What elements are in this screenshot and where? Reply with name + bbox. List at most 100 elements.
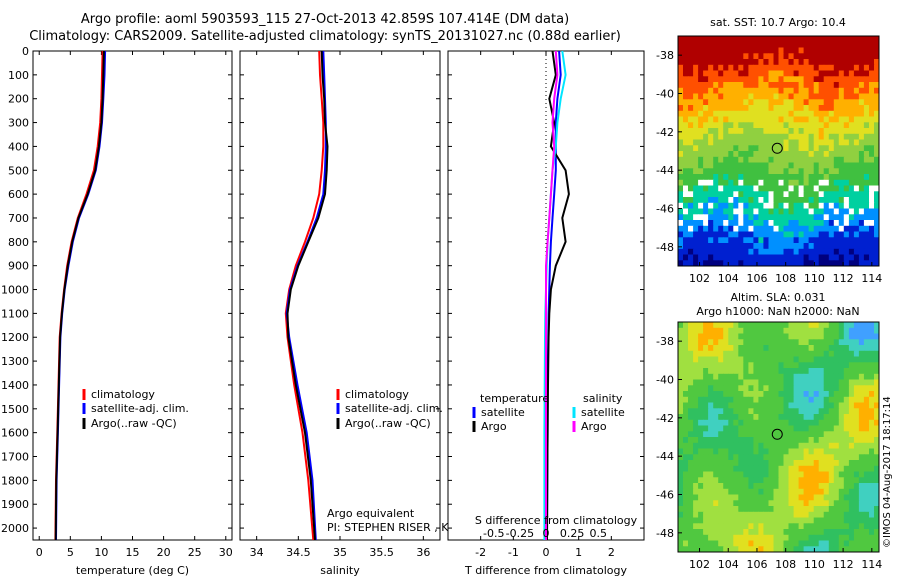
annotation-argo-equivalent: Argo equivalent bbox=[327, 507, 415, 520]
x-tick-label: 108 bbox=[775, 272, 796, 285]
y-tick-label: -42 bbox=[656, 126, 674, 139]
x-tick-label: 35 bbox=[333, 546, 347, 559]
x-tick-label: 5 bbox=[67, 546, 74, 559]
x-tick-label: -2 bbox=[475, 546, 486, 559]
credit-timestamp: ©IMOS 04-Aug-2017 18:17:14 bbox=[882, 396, 893, 548]
difference-chart: -2 -1 0 1 2 T difference from climatology -0.5… bbox=[447, 50, 645, 577]
x-tick-label: 110 bbox=[804, 272, 825, 285]
y-tick-label: -48 bbox=[656, 241, 674, 254]
y-tick-label: 100 bbox=[8, 69, 29, 82]
legend-label: Argo(..raw -QC) bbox=[345, 417, 431, 430]
y-tick-label: -38 bbox=[656, 335, 674, 348]
y-tick-label: 1900 bbox=[1, 498, 29, 511]
plot-frame bbox=[239, 50, 441, 541]
argo-location-marker bbox=[771, 142, 783, 154]
legend-label: satellite bbox=[481, 406, 525, 419]
x-tick-label: 108 bbox=[775, 558, 796, 571]
sst-map-axes: 102 104 106 108 110 112 114 -38 -40 -42 -44 -46 -48 bbox=[656, 35, 882, 285]
y-tick-label: 200 bbox=[8, 93, 29, 106]
y-tick-label: 1100 bbox=[1, 307, 29, 320]
sal-axis-label: S difference from climatology bbox=[475, 514, 638, 527]
y-tick-label: 1200 bbox=[1, 331, 29, 344]
y-tick-label: 0 bbox=[22, 45, 29, 58]
map-frame bbox=[677, 35, 880, 267]
sst-map-title: sat. SST: 10.7 Argo: 10.4 bbox=[710, 16, 846, 29]
y-tick-label: -44 bbox=[656, 164, 674, 177]
y-tick-label: 600 bbox=[8, 188, 29, 201]
x-tick-label: 110 bbox=[804, 558, 825, 571]
x-tick-label: 1 bbox=[575, 546, 582, 559]
y-tick-label: -44 bbox=[656, 450, 674, 463]
y-tick-label: 1400 bbox=[1, 379, 29, 392]
y-tick-label: -46 bbox=[656, 203, 674, 216]
x-tick-label: 104 bbox=[718, 558, 739, 571]
sst-field bbox=[678, 36, 879, 266]
map-frame bbox=[677, 321, 880, 553]
legend-label: Argo(..raw -QC) bbox=[91, 417, 177, 430]
y-tick-label: 1800 bbox=[1, 474, 29, 487]
x-tick-label: 0 bbox=[36, 546, 43, 559]
y-tick-label: 400 bbox=[8, 140, 29, 153]
legend-label: satellite bbox=[581, 406, 625, 419]
legend-label: climatology bbox=[91, 388, 155, 401]
title-line-2: Climatology: CARS2009. Satellite-adjuste… bbox=[29, 29, 621, 44]
legend-label: Argo bbox=[481, 420, 507, 433]
title-line-1: Argo profile: aoml 5903593_115 27-Oct-20… bbox=[80, 12, 570, 27]
y-tick-label: -46 bbox=[656, 489, 674, 502]
y-tick-label: -48 bbox=[656, 527, 674, 540]
x-tick-label: 34 bbox=[250, 546, 264, 559]
x-tick-label: 36 bbox=[416, 546, 430, 559]
plot-frame bbox=[32, 50, 233, 541]
y-tick-label: 1000 bbox=[1, 284, 29, 297]
x-tick-label: 114 bbox=[861, 272, 882, 285]
x-tick-label: 30 bbox=[219, 546, 233, 559]
legend-label: Argo bbox=[581, 420, 607, 433]
sla-field bbox=[678, 322, 879, 552]
y-tick-label: 1700 bbox=[1, 451, 29, 464]
x-tick-label: 104 bbox=[718, 272, 739, 285]
y-tick-label: 900 bbox=[8, 260, 29, 273]
x-tick-label: 34.5 bbox=[286, 546, 311, 559]
x-tick-label: 106 bbox=[746, 558, 767, 571]
x-tick-label: 112 bbox=[833, 272, 854, 285]
x-tick-label: 2 bbox=[608, 546, 615, 559]
sla-map-axes: 102 104 106 108 110 112 114 -38 -40 -42 -44 -46 -48 bbox=[656, 321, 882, 571]
y-tick-label: 1600 bbox=[1, 427, 29, 440]
x-tick-label: 0 bbox=[543, 546, 550, 559]
y-tick-label: 500 bbox=[8, 164, 29, 177]
argo-location-marker bbox=[771, 428, 783, 440]
x-tick-label: 114 bbox=[861, 558, 882, 571]
x-axis-label: salinity bbox=[320, 564, 360, 577]
y-tick-label: 700 bbox=[8, 212, 29, 225]
y-tick-label: -38 bbox=[656, 49, 674, 62]
legend-label: satellite-adj. clim. bbox=[345, 402, 443, 415]
x-tick-label: 102 bbox=[689, 558, 710, 571]
series-argo bbox=[286, 50, 329, 541]
sal-tick-label: -0.5 bbox=[483, 527, 504, 540]
salinity-chart: 34 34.5 35 35.5 36salinityclimatologysatelli… bbox=[239, 50, 550, 577]
y-tick-label: 1500 bbox=[1, 403, 29, 416]
sal-tick-label: 0 bbox=[543, 527, 550, 540]
x-tick-label: 112 bbox=[833, 558, 854, 571]
y-tick-label: -40 bbox=[656, 374, 674, 387]
x-tick-label: 10 bbox=[94, 546, 108, 559]
sal-tick-label: 0.25 bbox=[560, 527, 585, 540]
legend-label: satellite-adj. clim. bbox=[91, 402, 189, 415]
sla-map-title-1: Altim. SLA: 0.031 bbox=[730, 291, 826, 304]
x-tick-label: 102 bbox=[689, 272, 710, 285]
legend-label: climatology bbox=[345, 388, 409, 401]
x-tick-label: -1 bbox=[508, 546, 519, 559]
series-argo bbox=[54, 50, 105, 541]
sla-map-title-2: Argo h1000: NaN h2000: NaN bbox=[696, 305, 860, 318]
x-tick-label: 25 bbox=[188, 546, 202, 559]
y-tick-label: 800 bbox=[8, 236, 29, 249]
y-tick-label: -40 bbox=[656, 88, 674, 101]
temperature-chart: 0100200300400500600700800900100011001200… bbox=[1, 45, 233, 577]
legend-header-temperature: temperature bbox=[480, 392, 549, 405]
series-climatology bbox=[284, 50, 325, 541]
x-tick-label: 35.5 bbox=[369, 546, 394, 559]
series-s-argo bbox=[545, 50, 559, 540]
legend-header-salinity: salinity bbox=[583, 392, 623, 405]
y-tick-label: 300 bbox=[8, 117, 29, 130]
